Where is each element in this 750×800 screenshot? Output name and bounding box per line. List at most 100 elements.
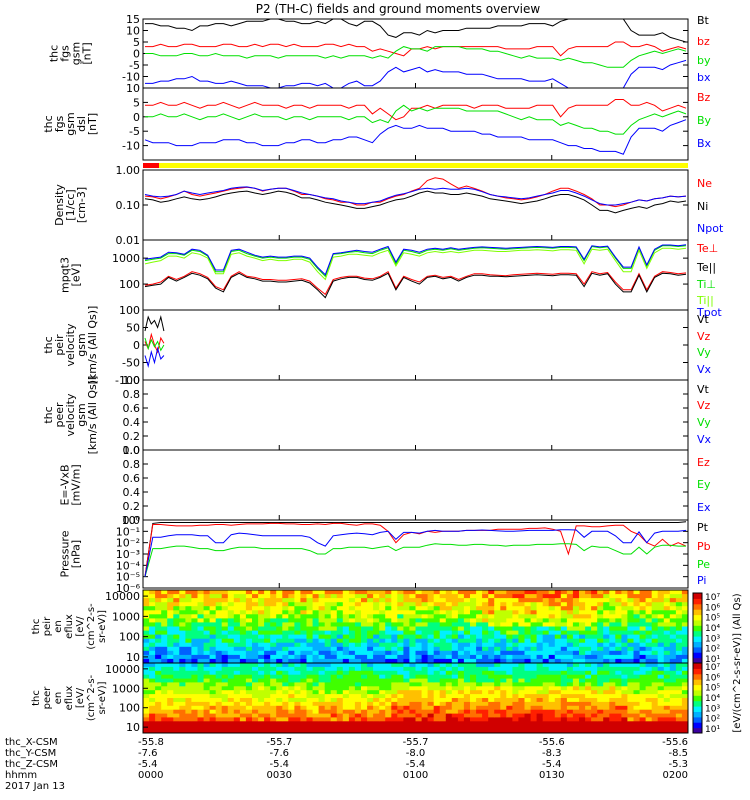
spectrogram-cell — [409, 721, 416, 726]
spectrogram-cell — [506, 622, 513, 627]
spectrogram-cell — [197, 717, 204, 722]
spectrogram-cell — [161, 709, 168, 714]
spectrogram-cell — [615, 646, 622, 652]
spectrogram-cell — [439, 614, 447, 619]
spectrogram-cell — [651, 654, 659, 660]
spectrogram-cell — [482, 701, 489, 707]
spectrogram-cell — [591, 606, 598, 611]
colorbar-swatch — [693, 657, 702, 664]
spectrogram-cell — [500, 717, 507, 722]
spectrogram-cell — [197, 654, 204, 660]
spectrogram-cell — [421, 721, 429, 726]
spectrogram-cell — [470, 705, 477, 711]
spectrogram-cell — [379, 682, 386, 687]
spectrogram-cell — [252, 670, 259, 676]
spectrogram-cell — [669, 670, 677, 676]
spectrogram-cell — [379, 670, 386, 676]
spectrogram-cell — [536, 678, 544, 683]
spectrogram-cell — [457, 606, 465, 611]
spectrogram-cell — [318, 690, 326, 695]
spectrogram-cell — [415, 654, 422, 660]
spectrogram-cell — [252, 594, 259, 599]
spectrogram-cell — [566, 642, 574, 648]
spectrogram-cell — [282, 686, 289, 691]
spectrogram-cell — [209, 666, 217, 672]
spectrogram-cell — [330, 634, 338, 640]
spectrogram-cell — [227, 654, 235, 660]
spectrogram-cell — [330, 618, 338, 623]
spectrogram-cell — [342, 705, 350, 711]
spectrogram-cell — [409, 690, 416, 695]
spectrogram-cell — [669, 678, 677, 683]
spectrogram-cell — [482, 650, 489, 656]
spectrogram-cell — [379, 646, 386, 652]
spectrogram-cell — [669, 686, 677, 691]
spectrogram-cell — [548, 721, 556, 726]
spectrogram-cell — [488, 626, 495, 631]
spectrogram-cell — [161, 622, 168, 627]
spectrogram-cell — [645, 646, 653, 652]
spectrogram-cell — [421, 663, 429, 668]
spectrogram-cell — [585, 674, 592, 679]
spectrogram-cell — [342, 658, 350, 664]
spectrogram-cell — [391, 721, 398, 726]
spectrogram-cell — [669, 638, 677, 644]
spectrogram-cell — [579, 717, 586, 722]
spectrogram-cell — [482, 729, 489, 734]
spectrogram-cell — [324, 698, 332, 703]
spectrogram-cell — [203, 614, 211, 619]
panel-frame — [142, 379, 689, 451]
spectrogram-cell — [476, 598, 483, 603]
spectrogram-cell — [397, 634, 404, 640]
spectrogram-cell — [675, 663, 683, 668]
spectrogram-cell — [361, 701, 368, 707]
spectrogram-cell — [197, 658, 204, 664]
spectrogram-cell — [373, 709, 380, 714]
spectrogram-cell — [530, 606, 538, 611]
spectrogram-cell — [669, 690, 677, 695]
spectrogram-cell — [433, 598, 441, 603]
spectrogram-cell — [215, 666, 223, 672]
spectrogram-cell — [185, 590, 192, 595]
spectrogram-cell — [615, 654, 622, 660]
spectrogram-cell — [143, 606, 150, 611]
spectrogram-cell — [385, 729, 392, 734]
spectrogram-cell — [633, 638, 640, 644]
spectrogram-cell — [209, 698, 217, 703]
spectrogram-cell — [330, 690, 338, 695]
spectrogram-cell — [494, 698, 501, 703]
spectrogram-cell — [312, 729, 320, 734]
spectrogram-cell — [536, 602, 544, 607]
spectrogram-cell — [463, 590, 471, 595]
spectrogram-cell — [415, 618, 422, 623]
spectrogram-cell — [306, 598, 313, 603]
spectrogram-cell — [258, 650, 265, 656]
spectrogram-cell — [185, 670, 192, 676]
spectrogram-cell — [542, 614, 550, 619]
spectrogram-cell — [179, 705, 186, 711]
spectrogram-cell — [470, 682, 477, 687]
spectrogram-cell — [597, 709, 604, 714]
colorbar-swatch — [693, 619, 702, 626]
colorbar-swatch — [693, 711, 702, 718]
spectrogram-cell — [354, 709, 362, 714]
spectrogram-cell — [288, 658, 295, 664]
spectrogram-cell — [609, 638, 616, 644]
spectrogram-cell — [439, 701, 447, 707]
spectrogram-cell — [554, 614, 562, 619]
spectrogram-cell — [548, 650, 556, 656]
spectrogram-cell — [209, 725, 217, 730]
spectrogram-cell — [276, 638, 283, 644]
spectrogram-cell — [524, 646, 531, 652]
spectrogram-cell — [185, 626, 192, 631]
spectrogram-cell — [397, 606, 404, 611]
spectrogram-cell — [348, 713, 356, 718]
spectrogram-cell — [536, 698, 544, 703]
spectrogram-cell — [572, 663, 580, 668]
spectrogram-cell — [675, 642, 683, 648]
spectrogram-cell — [361, 590, 368, 595]
spectrogram-cell — [457, 654, 465, 660]
y-tick-label: 100 — [119, 631, 140, 644]
spectrogram-cell — [451, 598, 459, 603]
spectrogram-cell — [633, 642, 640, 648]
